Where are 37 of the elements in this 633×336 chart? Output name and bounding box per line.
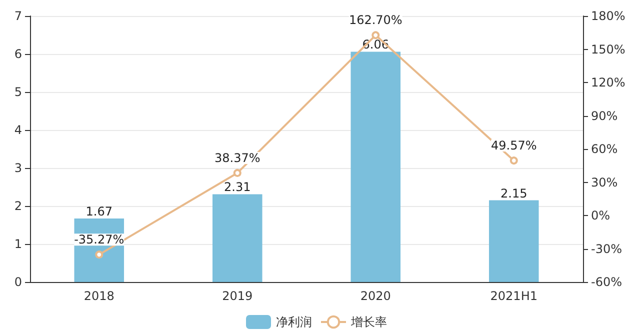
y2-tick-label: -60% bbox=[591, 275, 622, 289]
x-tick-label: 2018 bbox=[84, 289, 114, 303]
legend-label: 增长率 bbox=[350, 315, 387, 329]
x-tick-label: 2019 bbox=[222, 289, 253, 303]
data-label: -35.27% bbox=[74, 232, 124, 247]
bar bbox=[350, 52, 401, 282]
bar bbox=[212, 194, 262, 282]
legend-label: 净利润 bbox=[276, 315, 312, 329]
data-label: 162.70% bbox=[348, 13, 402, 28]
data-label: 38.37% bbox=[214, 150, 260, 165]
y-tick-label: 5 bbox=[14, 85, 22, 99]
point bbox=[233, 168, 242, 177]
bar bbox=[488, 200, 539, 282]
y2-tick-label: 90% bbox=[591, 108, 618, 123]
y-tick-label: 0 bbox=[14, 275, 22, 289]
y-tick-label: 3 bbox=[14, 161, 22, 175]
y2-tick-label: 180% bbox=[591, 9, 626, 23]
y-tick-label: 6 bbox=[14, 47, 22, 61]
y-tick-label: 4 bbox=[14, 123, 22, 137]
point bbox=[95, 250, 104, 259]
y2-tick-label: 120% bbox=[591, 76, 626, 90]
y2-tick-label: 30% bbox=[591, 175, 618, 190]
y2-tick-label: 60% bbox=[591, 142, 618, 156]
data-label: 49.57% bbox=[490, 138, 537, 153]
x-tick-label: 2020 bbox=[360, 289, 391, 303]
data-label: 2.31 bbox=[224, 180, 251, 194]
y2-tick-label: -30% bbox=[591, 242, 622, 256]
data-label: 2.15 bbox=[500, 186, 528, 200]
y2-tick-label: 0% bbox=[591, 208, 610, 222]
y-tick-label: 1 bbox=[14, 237, 22, 251]
point bbox=[372, 31, 380, 40]
data-label: 1.67 bbox=[86, 204, 112, 219]
y-tick-label: 2 bbox=[14, 199, 22, 213]
x-tick-label: 2021H1 bbox=[490, 289, 538, 303]
y2-tick-label: 150% bbox=[591, 42, 626, 56]
point bbox=[510, 156, 518, 165]
y-tick-label: 7 bbox=[14, 9, 22, 23]
